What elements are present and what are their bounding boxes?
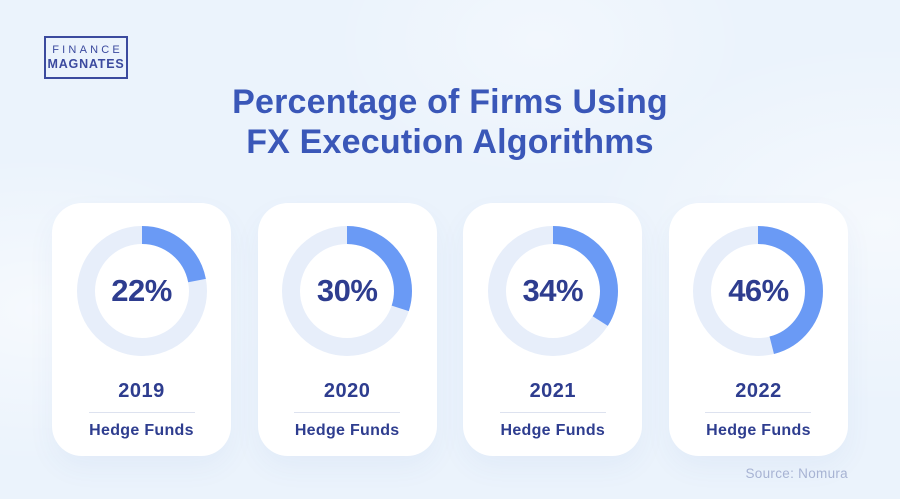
card-divider <box>294 412 401 413</box>
year-label: 2021 <box>529 380 577 402</box>
page-title-line-2: FX Execution Algorithms <box>246 123 654 161</box>
logo-line-finance: FINANCE <box>52 44 123 56</box>
year-label: 2020 <box>323 380 371 402</box>
donut-value-arc <box>693 226 824 356</box>
year-label: 2019 <box>118 380 165 402</box>
card-divider <box>705 412 812 413</box>
donut-svg <box>487 226 618 356</box>
donut-value-arc <box>282 226 413 356</box>
donut-svg <box>282 226 413 356</box>
donut-cards-row: 22% 2019 Hedge Funds 30% 2020 Hedge Fund… <box>52 203 848 456</box>
donut-svg <box>693 226 824 356</box>
percent-value: 30% <box>316 273 378 308</box>
donut-chart-2020: 30% <box>282 226 413 356</box>
segment-label: Hedge Funds <box>706 422 811 439</box>
percent-value: 22% <box>111 273 172 308</box>
percent-value: 34% <box>522 273 584 308</box>
finance-magnates-logo: FINANCE MAGNATES <box>44 36 128 79</box>
donut-card-2022: 46% 2022 Hedge Funds <box>668 203 848 456</box>
logo-line-magnates: MAGNATES <box>47 57 125 71</box>
page-title: Percentage of Firms Using FX Execution A… <box>0 82 900 162</box>
segment-label: Hedge Funds <box>294 422 400 439</box>
donut-value-arc <box>487 226 618 356</box>
segment-label: Hedge Funds <box>89 422 194 439</box>
donut-card-2021: 34% 2021 Hedge Funds <box>463 203 643 456</box>
donut-chart-2021: 34% <box>487 226 618 356</box>
donut-card-2019: 22% 2019 Hedge Funds <box>52 203 231 456</box>
page-title-line-1: Percentage of Firms Using <box>232 83 668 121</box>
donut-chart-2019: 22% <box>76 226 207 356</box>
donut-svg <box>76 226 207 356</box>
donut-chart-2022: 46% <box>693 226 824 356</box>
source-attribution: Source: Nomura <box>745 466 848 481</box>
donut-value-arc <box>76 226 207 356</box>
card-divider <box>499 412 606 413</box>
donut-card-2020: 30% 2020 Hedge Funds <box>257 203 437 456</box>
segment-label: Hedge Funds <box>500 422 606 439</box>
card-divider <box>88 412 195 413</box>
year-label: 2022 <box>735 380 782 402</box>
percent-value: 46% <box>728 273 789 308</box>
